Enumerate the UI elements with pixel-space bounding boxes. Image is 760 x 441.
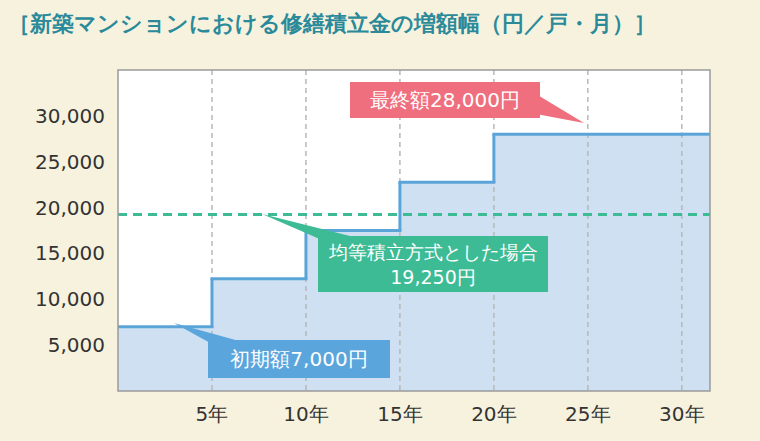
- step-riser: [398, 182, 401, 230]
- final-callout-box: [350, 82, 540, 118]
- x-grid-line: [493, 70, 495, 391]
- step-riser: [210, 279, 213, 327]
- x-tick-label: 15年: [377, 402, 422, 426]
- chart-root: ［新築マンションにおける修繕積立金の増額幅（円／戸・月）］ 5,000 10,000…: [0, 0, 760, 441]
- step-segment: [212, 277, 306, 280]
- step-segment: [494, 133, 682, 136]
- final-callout-pointer: [536, 94, 584, 123]
- annotation: 19,250円: [390, 266, 475, 288]
- step-area: [118, 134, 710, 391]
- annotation: 初期額7,000円: [230, 347, 367, 371]
- title: ［新築マンションにおける修繕積立金の増額幅（円／戸・月）］: [8, 11, 656, 36]
- final-callout: 最終額28,000円: [350, 82, 584, 123]
- y-tick-label: 25,000: [35, 150, 105, 174]
- chart: ［新築マンションにおける修繕積立金の増額幅（円／戸・月）］ 5,000 10,000…: [0, 0, 760, 441]
- step-segment: [682, 133, 710, 136]
- x-tick-label: 25年: [565, 402, 610, 426]
- x-tick-label: 20年: [471, 402, 516, 426]
- y-tick-label: 15,000: [35, 241, 105, 265]
- y-tick-label: 10,000: [35, 287, 105, 311]
- background: [0, 0, 760, 441]
- data-group: [118, 70, 710, 391]
- x-tick-label: 10年: [283, 402, 328, 426]
- even-callout: 均等積立方式とした場合 19,250円: [262, 214, 548, 292]
- initial-callout: 初期額7,000円: [174, 323, 390, 378]
- x-grid-line: [587, 70, 589, 391]
- step-segment: [118, 325, 212, 328]
- step-segment: [400, 181, 494, 184]
- plot-frame: [118, 70, 710, 391]
- reference-line: [118, 213, 710, 216]
- step-riser: [492, 134, 495, 182]
- initial-callout-box: [208, 340, 390, 378]
- even-callout-box: [318, 236, 548, 292]
- x-tick-label: 5年: [196, 402, 229, 426]
- plot-area: [118, 70, 710, 391]
- annotation: 均等積立方式とした場合: [328, 241, 538, 263]
- y-tick-label: 30,000: [35, 104, 105, 128]
- y-tick-label: 5,000: [48, 333, 105, 357]
- x-grid-line: [681, 70, 683, 391]
- step-riser: [304, 231, 307, 279]
- x-grid-line: [399, 70, 401, 391]
- x-tick-label: 30年: [659, 402, 704, 426]
- y-tick-label: 20,000: [35, 196, 105, 220]
- annotation: 最終額28,000円: [370, 88, 520, 112]
